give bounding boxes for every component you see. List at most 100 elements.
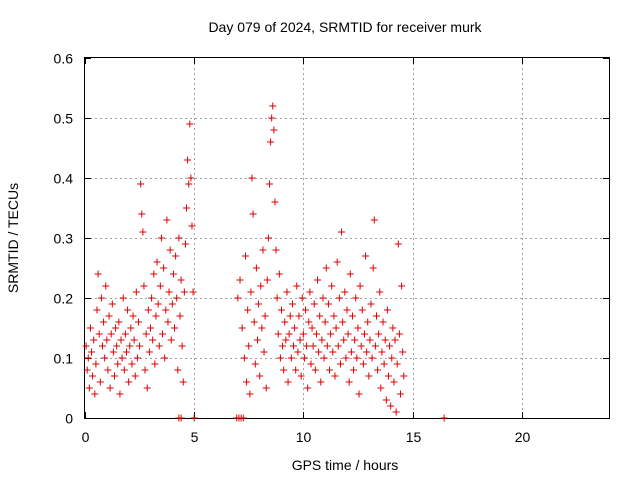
data-point xyxy=(149,336,157,344)
data-point xyxy=(159,330,167,338)
data-point xyxy=(139,228,147,236)
data-point xyxy=(259,246,267,254)
data-point xyxy=(398,282,406,290)
data-point xyxy=(152,312,160,320)
data-point xyxy=(251,360,259,368)
data-point xyxy=(147,324,154,332)
data-point xyxy=(328,282,336,290)
data-point xyxy=(269,102,277,110)
data-point xyxy=(311,366,319,374)
data-point xyxy=(108,300,116,308)
data-point xyxy=(240,354,248,362)
y-axis-label: SRMTID / TECUs xyxy=(5,183,21,293)
data-point xyxy=(239,414,247,422)
data-point xyxy=(440,414,448,422)
data-point xyxy=(119,294,127,302)
data-point xyxy=(263,276,271,284)
data-point xyxy=(168,300,176,308)
data-point xyxy=(341,288,349,296)
data-point xyxy=(316,312,324,320)
data-point xyxy=(176,312,184,320)
data-point xyxy=(340,336,348,344)
x-tick-label: 15 xyxy=(406,429,422,445)
data-point xyxy=(366,336,374,344)
data-point xyxy=(94,270,102,278)
data-point xyxy=(309,342,317,350)
data-point xyxy=(89,372,97,380)
data-point xyxy=(347,348,355,356)
data-point xyxy=(307,360,315,368)
data-point xyxy=(333,258,341,266)
data-point xyxy=(113,342,121,350)
data-point xyxy=(93,306,101,314)
data-point xyxy=(151,360,159,368)
data-point xyxy=(114,360,122,368)
data-point xyxy=(267,138,275,146)
data-point xyxy=(327,330,335,338)
data-point xyxy=(356,282,364,290)
data-point xyxy=(291,324,299,332)
data-point xyxy=(104,366,112,374)
data-point xyxy=(118,354,126,362)
data-point xyxy=(245,342,253,350)
data-point xyxy=(319,294,327,302)
x-tick-label: 20 xyxy=(515,429,531,445)
data-point xyxy=(185,180,193,188)
data-point xyxy=(127,324,135,332)
y-tick-label: 0.6 xyxy=(54,51,74,67)
data-point xyxy=(141,366,149,374)
data-point xyxy=(310,300,318,308)
data-point xyxy=(350,366,358,374)
data-point xyxy=(292,366,300,374)
data-point xyxy=(273,294,281,302)
data-point xyxy=(284,378,292,386)
data-point xyxy=(348,312,356,320)
data-point xyxy=(369,264,377,272)
data-point xyxy=(296,336,304,344)
data-point xyxy=(161,354,169,362)
data-point xyxy=(389,324,397,332)
data-point xyxy=(379,318,387,326)
data-point xyxy=(86,324,94,332)
data-point xyxy=(372,312,380,320)
data-point xyxy=(140,282,148,290)
data-point xyxy=(278,306,285,314)
data-point xyxy=(234,294,242,302)
data-point xyxy=(173,294,181,302)
data-point xyxy=(167,336,175,344)
data-point xyxy=(132,288,140,296)
data-point xyxy=(334,342,342,350)
data-point xyxy=(253,336,261,344)
data-point xyxy=(190,414,198,422)
data-point xyxy=(262,384,270,392)
data-point xyxy=(144,306,152,314)
data-point xyxy=(314,276,322,284)
data-point xyxy=(394,240,402,248)
data-point xyxy=(148,294,156,302)
data-point xyxy=(264,234,272,242)
data-point xyxy=(293,282,301,290)
data-point xyxy=(320,354,328,362)
data-point xyxy=(386,342,394,350)
data-point xyxy=(129,312,137,320)
data-point xyxy=(285,330,293,338)
data-point xyxy=(279,342,287,350)
data-point xyxy=(378,348,386,356)
data-point xyxy=(164,318,172,326)
data-point xyxy=(336,360,344,368)
data-point xyxy=(300,354,308,362)
data-point xyxy=(177,276,185,284)
data-point xyxy=(275,270,283,278)
data-point xyxy=(243,378,251,386)
x-tick-label: 0 xyxy=(82,429,90,445)
data-point xyxy=(388,354,396,362)
data-point xyxy=(271,198,279,206)
data-point xyxy=(106,384,114,392)
data-point xyxy=(169,270,177,278)
data-point xyxy=(183,204,191,212)
data-point xyxy=(241,252,249,260)
data-point xyxy=(85,384,93,392)
data-point xyxy=(359,360,367,368)
data-point xyxy=(384,372,392,380)
data-point xyxy=(96,378,104,386)
